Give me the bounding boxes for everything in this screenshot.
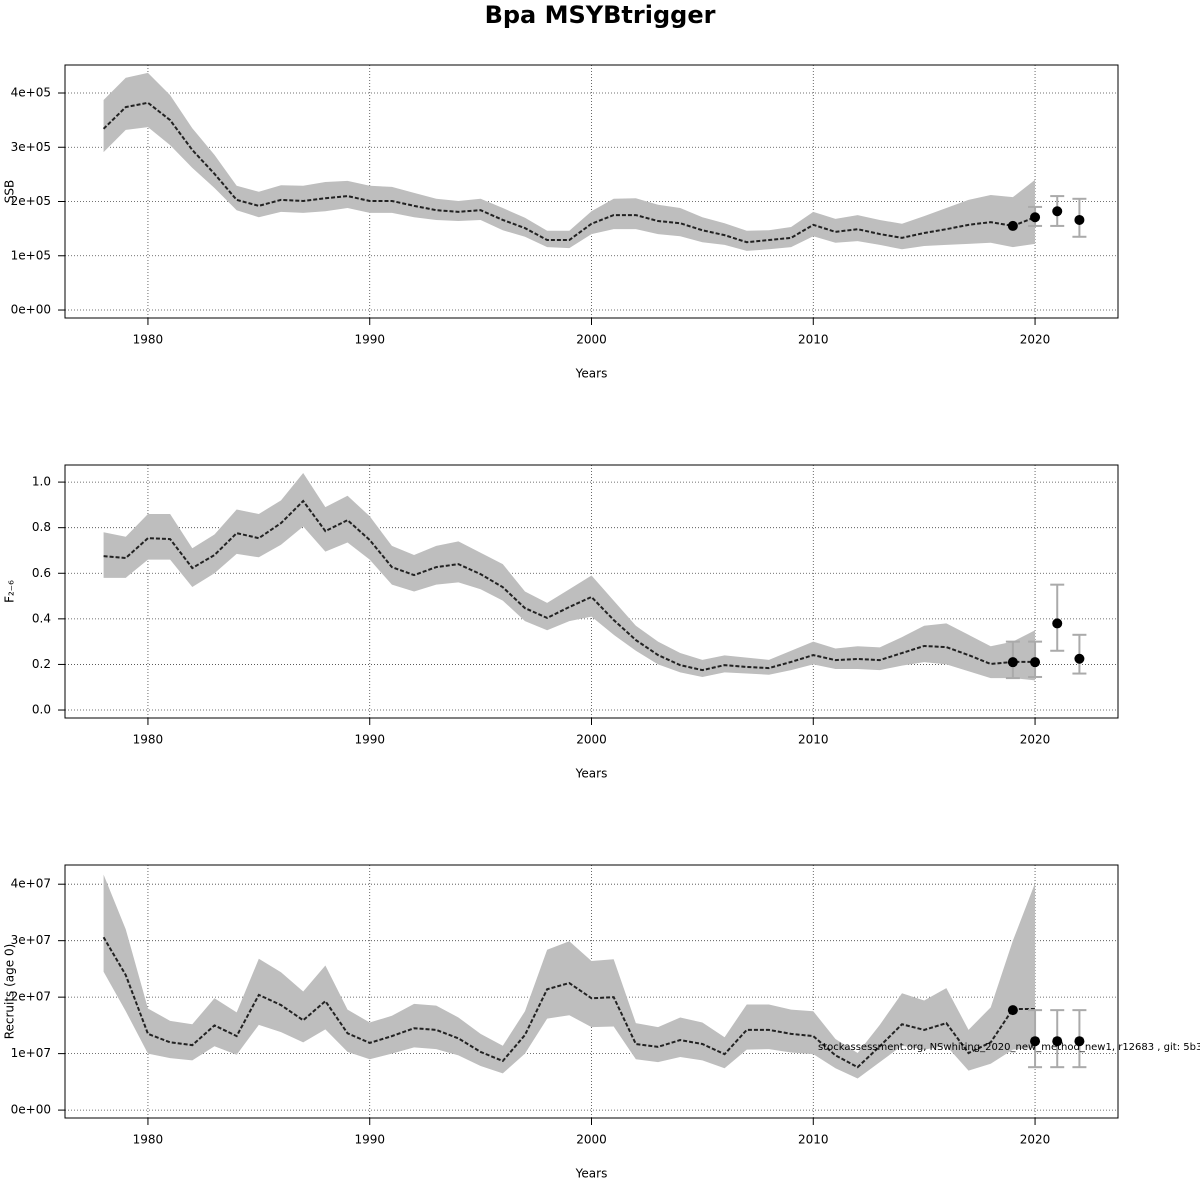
point (1074, 653, 1085, 664)
confidence-band (103, 874, 1036, 1079)
y-tick-label: 3e+07 (11, 933, 51, 947)
point (1074, 214, 1085, 225)
line (103, 499, 1036, 672)
point (1030, 212, 1041, 223)
y-tick-label: 0.4 (32, 611, 51, 625)
point (1030, 657, 1041, 668)
chart-title: Bpa MSYBtrigger (485, 1, 716, 29)
x-tick-label: 2020 (1020, 1133, 1051, 1147)
point (1052, 618, 1063, 629)
plot-frame (64, 464, 1119, 719)
x-tick-label: 1990 (354, 333, 385, 347)
y-tick-label: 4e+07 (11, 877, 51, 891)
line (102, 936, 1036, 1069)
point (1030, 1036, 1041, 1047)
point (1074, 1036, 1085, 1047)
x-axis-label: Years (575, 1167, 608, 1181)
plot-frame (64, 864, 1119, 1119)
y-tick-label: 0e+00 (11, 1103, 51, 1117)
x-tick-label: 2010 (798, 733, 829, 747)
x-tick-label: 2020 (1020, 733, 1051, 747)
line (102, 101, 1036, 244)
x-tick-label: 2010 (798, 333, 829, 347)
point (1007, 220, 1018, 231)
y-tick-label: 2e+05 (11, 194, 51, 208)
x-tick-label: 2020 (1020, 333, 1051, 347)
x-tick-label: 1990 (354, 1133, 385, 1147)
y-tick-label: 1e+05 (11, 248, 51, 262)
y-axis-label: F₂₋₆ (3, 580, 17, 603)
point (1007, 657, 1018, 668)
y-tick-label: 0e+00 (11, 303, 51, 317)
x-tick-label: 2000 (576, 1133, 607, 1147)
x-axis-label: Years (575, 767, 608, 781)
x-tick-label: 1980 (133, 333, 164, 347)
confidence-band (103, 72, 1036, 251)
point (1052, 206, 1063, 217)
point (1052, 1036, 1063, 1047)
y-tick-label: 0.6 (32, 566, 51, 580)
x-tick-label: 2000 (576, 733, 607, 747)
y-axis-label: SSB (3, 180, 17, 203)
annotation: stockassessment.org, NSwhiting_2020_new_… (818, 1042, 1200, 1053)
x-tick-label: 1980 (133, 1133, 164, 1147)
y-tick-label: 2e+07 (11, 990, 51, 1004)
y-tick-label: 1.0 (32, 475, 51, 489)
confidence-band (103, 472, 1036, 681)
y-tick-label: 0.2 (32, 657, 51, 671)
x-tick-label: 1980 (133, 733, 164, 747)
x-tick-label: 1990 (354, 733, 385, 747)
x-tick-label: 2000 (576, 333, 607, 347)
y-axis-label: Recruits (age 0) (3, 944, 17, 1040)
point (1007, 1005, 1018, 1016)
y-tick-label: 1e+07 (11, 1046, 51, 1060)
y-tick-label: 0.8 (32, 520, 51, 534)
y-tick-label: 4e+05 (11, 85, 51, 99)
x-axis-label: Years (575, 367, 608, 381)
y-tick-label: 0.0 (32, 703, 51, 717)
x-tick-label: 2010 (798, 1133, 829, 1147)
plot-frame (64, 64, 1119, 319)
y-tick-label: 3e+05 (11, 140, 51, 154)
